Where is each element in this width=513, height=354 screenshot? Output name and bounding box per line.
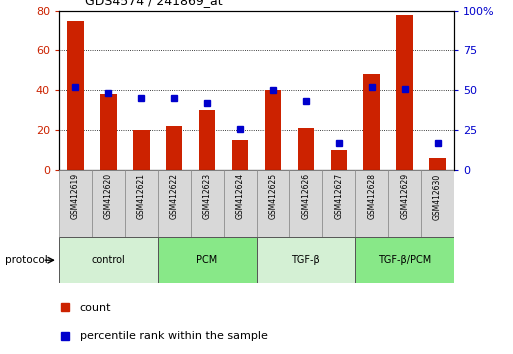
Bar (92, 170, 125, 237)
Bar (289, 170, 322, 237)
Text: GSM412629: GSM412629 (400, 173, 409, 219)
Text: protocol: protocol (5, 255, 48, 265)
Text: GSM412623: GSM412623 (203, 173, 212, 219)
Text: GSM412630: GSM412630 (433, 173, 442, 219)
Bar (59, 170, 92, 237)
Bar (388, 170, 421, 237)
Text: PCM: PCM (196, 255, 218, 265)
Text: GSM412620: GSM412620 (104, 173, 113, 219)
Bar (421, 170, 454, 237)
Bar (265, 90, 281, 170)
Bar (355, 237, 454, 283)
Text: GSM412625: GSM412625 (268, 173, 278, 219)
Bar (397, 15, 413, 170)
Bar (429, 158, 446, 170)
Text: percentile rank within the sample: percentile rank within the sample (80, 331, 267, 341)
Text: control: control (91, 255, 125, 265)
Bar (199, 110, 215, 170)
Bar (224, 170, 256, 237)
Text: GDS4574 / 241869_at: GDS4574 / 241869_at (85, 0, 222, 7)
Bar (330, 150, 347, 170)
Text: GSM412622: GSM412622 (170, 173, 179, 219)
Bar (59, 237, 158, 283)
Bar (158, 170, 191, 237)
Bar (100, 94, 116, 170)
Text: TGF-β: TGF-β (291, 255, 320, 265)
Text: GSM412626: GSM412626 (301, 173, 310, 219)
Bar (166, 126, 183, 170)
Text: count: count (80, 303, 111, 313)
Bar (67, 21, 84, 170)
Bar (355, 170, 388, 237)
Bar (191, 170, 224, 237)
Text: GSM412619: GSM412619 (71, 173, 80, 219)
Text: GSM412628: GSM412628 (367, 173, 376, 219)
Bar (364, 74, 380, 170)
Bar (256, 170, 289, 237)
Bar (232, 140, 248, 170)
Text: GSM412621: GSM412621 (137, 173, 146, 219)
Bar (256, 237, 355, 283)
Bar (322, 170, 355, 237)
Text: GSM412624: GSM412624 (235, 173, 245, 219)
Bar (158, 237, 256, 283)
Bar (298, 128, 314, 170)
Text: GSM412627: GSM412627 (334, 173, 343, 219)
Bar (133, 130, 149, 170)
Text: TGF-β/PCM: TGF-β/PCM (378, 255, 431, 265)
Bar (125, 170, 158, 237)
